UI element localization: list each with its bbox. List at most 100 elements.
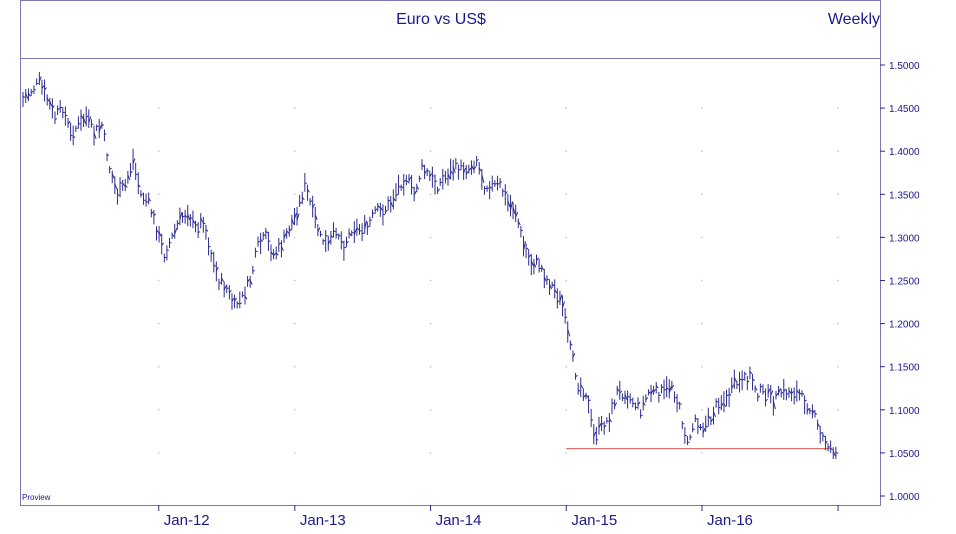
grid-dot: [429, 150, 432, 152]
grid-dot: [429, 366, 432, 368]
grid-dot: [701, 409, 703, 411]
close-tick: [577, 389, 581, 392]
close-tick: [455, 162, 459, 165]
close-tick: [720, 402, 724, 407]
close-tick: [150, 211, 154, 215]
grid-dot: [429, 193, 432, 195]
close-tick: [780, 391, 784, 394]
x-tick-label: Jan-16: [707, 512, 753, 529]
close-tick: [299, 201, 302, 204]
close-tick: [424, 170, 427, 175]
close-tick: [630, 399, 633, 401]
close-tick: [517, 221, 521, 226]
close-tick: [236, 302, 240, 305]
close-tick: [247, 278, 251, 283]
close-tick: [317, 227, 321, 233]
close-tick: [783, 388, 787, 392]
close-tick: [804, 399, 807, 402]
close-tick: [197, 231, 201, 233]
close-tick: [687, 441, 690, 443]
close-tick: [192, 219, 196, 224]
close-tick: [200, 217, 204, 223]
close-tick: [312, 203, 316, 209]
close-tick: [239, 302, 242, 305]
y-tick-label: 1.5000: [889, 61, 920, 72]
close-tick: [255, 250, 258, 253]
close-tick: [476, 158, 479, 162]
grid-dot: [429, 322, 432, 325]
grid-dot: [158, 452, 160, 454]
close-tick: [400, 185, 404, 189]
close-tick: [580, 384, 584, 389]
close-tick: [726, 394, 729, 397]
close-tick: [270, 251, 274, 256]
close-tick: [49, 101, 53, 107]
close-tick: [291, 218, 295, 225]
close-tick: [213, 264, 217, 267]
grid-dot: [565, 107, 567, 109]
close-tick: [158, 231, 162, 237]
x-tick-label: Jan-15: [571, 512, 617, 529]
close-tick: [273, 252, 277, 257]
watermark-text: Proview: [22, 493, 51, 502]
close-tick: [775, 392, 779, 397]
close-tick: [697, 425, 701, 429]
close-tick: [668, 386, 672, 394]
close-tick: [528, 254, 532, 258]
grid-dot: [837, 409, 839, 411]
close-tick: [348, 232, 352, 236]
close-tick: [522, 241, 526, 252]
close-tick: [525, 247, 529, 250]
close-tick: [640, 414, 643, 417]
close-tick: [603, 424, 607, 428]
grid-dot: [701, 236, 703, 239]
close-tick: [642, 401, 646, 406]
grid-dot: [837, 322, 839, 325]
close-tick: [88, 116, 92, 123]
close-tick: [655, 385, 659, 389]
close-tick: [747, 380, 750, 383]
close-tick: [707, 415, 711, 419]
y-tick-label: 1.4000: [889, 147, 920, 158]
close-tick: [624, 393, 628, 400]
close-tick: [801, 392, 805, 395]
close-tick: [421, 163, 425, 168]
close-tick: [419, 177, 422, 180]
close-tick: [249, 280, 253, 285]
price-bars: [22, 71, 839, 459]
y-axis: 1.5000 1.4500 1.4000 1.3500 1.3000 1.2500 1.20…: [880, 61, 920, 503]
close-tick: [30, 91, 34, 93]
close-tick: [811, 409, 815, 415]
close-tick: [825, 440, 828, 445]
x-axis: Jan-12 Jan-13 Jan-14 Jan-15 Jan-16: [158, 505, 839, 529]
close-tick: [83, 117, 87, 124]
y-tick-label: 1.2000: [889, 320, 920, 331]
grid-dot: [429, 236, 432, 239]
close-tick: [80, 114, 84, 119]
close-tick: [244, 295, 248, 300]
close-tick: [637, 401, 641, 406]
close-tick: [278, 242, 282, 245]
close-tick: [382, 213, 386, 216]
grid-dot: [294, 279, 296, 282]
close-tick: [452, 166, 456, 174]
close-tick: [608, 418, 612, 423]
close-tick: [434, 180, 438, 183]
close-tick: [622, 396, 625, 400]
close-tick: [234, 297, 237, 302]
grid-dot: [701, 107, 703, 109]
close-tick: [429, 173, 433, 177]
close-tick: [653, 388, 657, 393]
grid-dot: [429, 409, 432, 411]
close-tick: [671, 384, 675, 389]
close-tick: [832, 450, 836, 457]
close-tick: [176, 222, 180, 225]
grid-dot: [158, 366, 160, 368]
close-tick: [174, 228, 178, 235]
y-tick-label: 1.0500: [889, 449, 920, 460]
close-tick: [54, 118, 58, 120]
close-tick: [648, 391, 651, 394]
grid-dot: [565, 366, 567, 368]
close-tick: [728, 393, 732, 396]
close-tick: [335, 233, 339, 236]
